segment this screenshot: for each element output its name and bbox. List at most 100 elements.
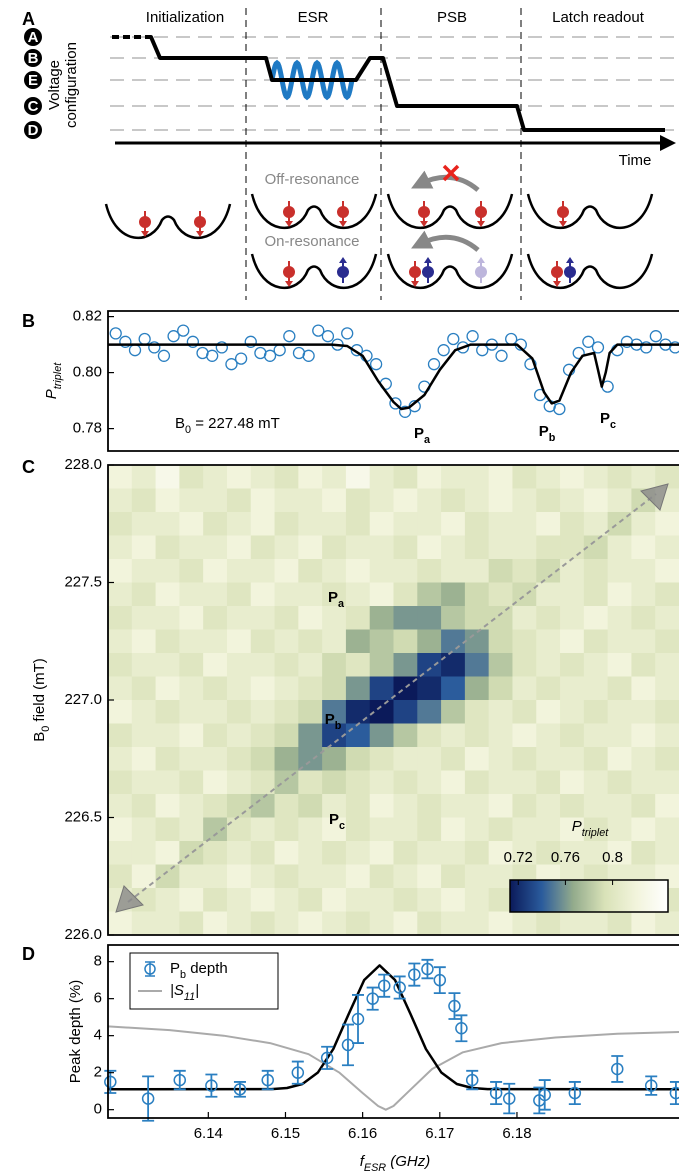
heatmap-cell xyxy=(512,911,537,936)
heatmap-cell xyxy=(179,629,204,654)
y-tick-label: 228.0 xyxy=(64,456,102,473)
heatmap-cell xyxy=(226,817,252,842)
level-letter: A xyxy=(28,29,39,46)
heatmap-cell xyxy=(583,559,609,583)
text-part: field (mT) xyxy=(31,658,48,726)
heatmap-cell xyxy=(441,770,466,795)
subscript: triplet xyxy=(582,827,609,839)
heatmap-cell xyxy=(512,676,537,701)
heatmap-cell xyxy=(345,864,371,889)
heatmap-cell xyxy=(536,911,561,936)
error-bar xyxy=(408,962,421,987)
heatmap-cell xyxy=(322,817,347,842)
double-well xyxy=(250,193,378,230)
heatmap-cell xyxy=(322,582,347,607)
heatmap-cell xyxy=(417,653,442,677)
heatmap-cell xyxy=(560,700,585,724)
heatmap-cell xyxy=(226,606,252,630)
heatmap-cell xyxy=(155,817,180,842)
heatmap-cell xyxy=(203,770,228,795)
heatmap-cell xyxy=(131,841,157,865)
error-bar xyxy=(448,992,461,1020)
heatmap-cell xyxy=(607,653,632,677)
heatmap-cell xyxy=(274,582,299,607)
heatmap-cell xyxy=(179,911,204,936)
heatmap-cell xyxy=(345,582,371,607)
heatmap-cell xyxy=(250,864,276,889)
y-tick-label: 227.5 xyxy=(64,573,102,590)
y-axis-label: Ptriplet xyxy=(43,362,64,399)
heatmap-cell xyxy=(607,817,632,842)
heatmap-cell xyxy=(369,911,394,936)
heatmap-cell xyxy=(655,794,679,818)
data-point xyxy=(302,349,315,362)
heatmap-cell xyxy=(203,629,228,654)
heatmap-cell xyxy=(298,794,323,818)
heatmap-cell xyxy=(655,676,679,701)
heatmap-cell xyxy=(560,582,585,607)
heatmap-cell xyxy=(179,700,204,724)
heatmap-cell xyxy=(298,700,323,724)
legend-label: |S11| xyxy=(170,982,199,1003)
heatmap-cell xyxy=(631,911,656,936)
heatmap-cell xyxy=(655,582,679,607)
heatmap-cell xyxy=(488,559,513,583)
heatmap-cell xyxy=(274,606,299,630)
condition-label: On-resonance xyxy=(264,233,359,250)
heatmap-cell xyxy=(298,488,323,513)
heatmap-cell xyxy=(274,770,299,795)
x-tick-label: 6.14 xyxy=(194,1125,223,1142)
heatmap-cell xyxy=(393,864,418,889)
error-bar xyxy=(568,1081,581,1106)
panel-label: B xyxy=(22,311,35,331)
condition-label: Off-resonance xyxy=(265,171,360,188)
spin xyxy=(194,216,206,228)
heatmap-cell xyxy=(488,888,513,912)
data-point xyxy=(369,358,383,371)
heatmap-cell xyxy=(226,700,252,724)
annotation: Pc xyxy=(329,811,345,832)
heatmap-cell xyxy=(393,512,418,536)
heatmap-cell xyxy=(250,535,276,560)
error-bar xyxy=(321,1045,334,1070)
heatmap-cell xyxy=(108,864,133,889)
heatmap-cell xyxy=(203,465,228,489)
y-tick-label: 2 xyxy=(94,1064,102,1081)
heatmap-cell xyxy=(108,794,133,818)
heatmap-cell xyxy=(369,676,394,701)
spin-arrowhead xyxy=(285,281,293,287)
x-tick-label: 6.18 xyxy=(502,1125,531,1142)
heatmap-cell xyxy=(131,747,157,771)
heatmap-cell xyxy=(131,653,157,677)
text-part: P xyxy=(572,818,582,835)
error-bar xyxy=(490,1081,503,1106)
heatmap-cell xyxy=(345,794,371,818)
heatmap-cell xyxy=(631,465,656,489)
heatmap-cell xyxy=(250,723,276,748)
heatmap-cell xyxy=(274,535,299,560)
data-point xyxy=(437,344,450,357)
transfer-arrow xyxy=(411,170,480,192)
heatmap-cell xyxy=(274,700,299,724)
heatmap-cell xyxy=(274,888,299,912)
text-part: P xyxy=(539,423,549,440)
error-bar xyxy=(205,1073,218,1098)
heatmap-cell xyxy=(345,488,371,513)
x-tick-label: 6.17 xyxy=(425,1125,454,1142)
heatmap-cell xyxy=(250,629,276,654)
spin xyxy=(475,206,487,218)
heatmap-cell xyxy=(298,535,323,560)
error-bar xyxy=(378,973,391,998)
heatmap-cell xyxy=(203,700,228,724)
heatmap-cell xyxy=(560,559,585,583)
error-bar xyxy=(142,1075,155,1122)
heatmap-cell xyxy=(298,629,323,654)
heatmap-cell xyxy=(369,512,394,536)
heatmap-cell xyxy=(417,747,442,771)
y-tick-label: 6 xyxy=(94,990,102,1007)
text-part: (GHz) xyxy=(386,1153,430,1170)
level-badge xyxy=(24,28,42,46)
heatmap-cell xyxy=(607,747,632,771)
heatmap-cell xyxy=(512,535,537,560)
heatmap-cell xyxy=(203,841,228,865)
